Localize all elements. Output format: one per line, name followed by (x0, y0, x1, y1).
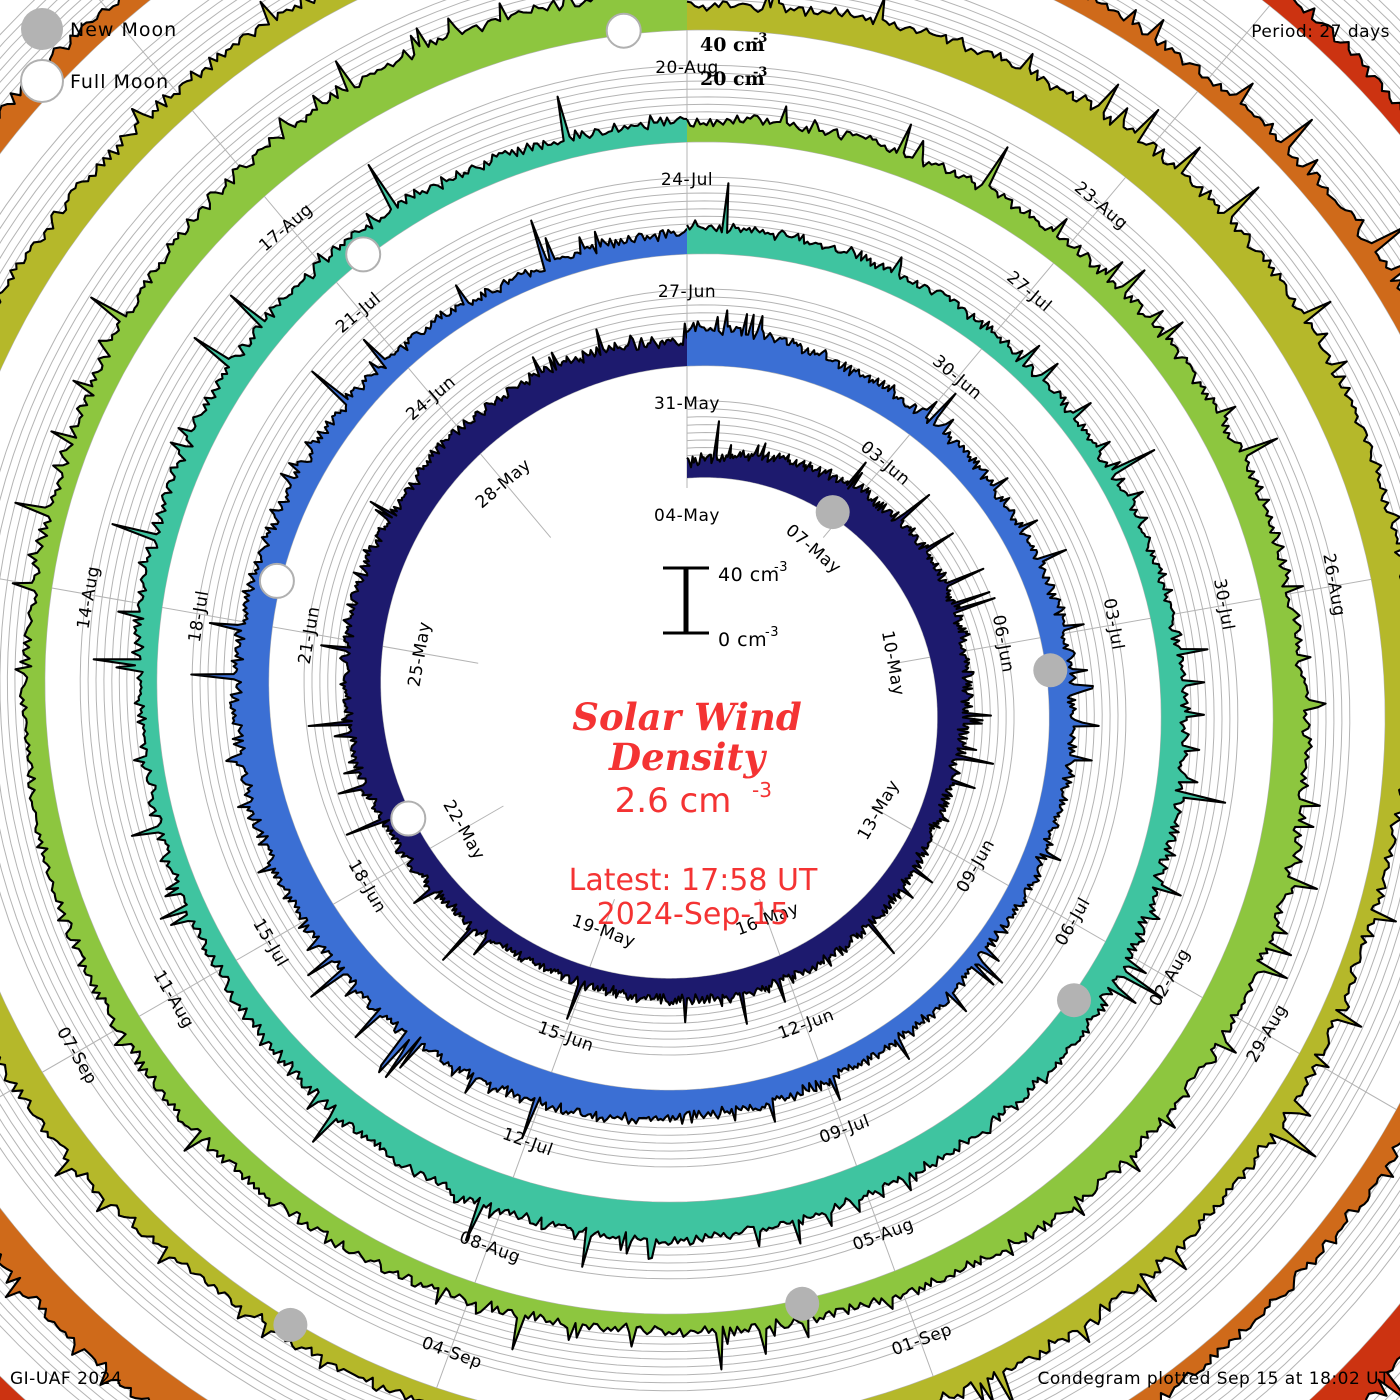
credit-label: GI-UAF 2024 (10, 1369, 122, 1389)
latest-date: 2024-Sep-15 (597, 897, 790, 932)
new-moon-label: New Moon (70, 19, 177, 41)
scalebar-top-label: 40 cm (718, 564, 780, 586)
new-moon-swatch (21, 8, 63, 50)
moon-markers (258, 12, 1091, 1342)
scale-bar: 40 cm -3 0 cm -3 (663, 560, 788, 651)
full-moon-label: Full Moon (70, 71, 169, 93)
title-line-1: Solar Wind (572, 695, 802, 739)
title-line-2: Density (608, 735, 768, 779)
scalebar-top-exp: -3 (774, 560, 788, 575)
date-label: 20-Aug (655, 58, 719, 78)
scalebar-bottom-exp: -3 (765, 625, 779, 640)
scalebar-bottom-label: 0 cm (718, 629, 767, 651)
date-label: 27-Jun (658, 282, 716, 302)
full-moon-swatch (20, 59, 64, 103)
legend: New Moon Full Moon (20, 8, 177, 103)
date-label: 24-Jul (661, 170, 713, 190)
density-value-exp: -3 (752, 778, 772, 802)
radial-label-40: 40 cm (700, 34, 765, 56)
date-label: 04-May (654, 506, 720, 526)
radial-label-20: 20 cm (700, 68, 765, 90)
period-label: Period: 27 days (1251, 22, 1390, 42)
center-title-block: Solar Wind Density 2.6 cm -3 Latest: 17:… (569, 695, 818, 932)
radial-label-40-exp: -3 (753, 31, 767, 46)
date-label: 31-May (654, 394, 720, 414)
density-value: 2.6 cm (615, 781, 732, 821)
latest-time: Latest: 17:58 UT (569, 863, 818, 898)
radial-axis-labels: 40 cm -3 20 cm -3 (700, 31, 767, 90)
radial-label-20-exp: -3 (753, 65, 767, 80)
plotted-label: Condegram plotted Sep 15 at 18:02 UT (1037, 1369, 1390, 1389)
